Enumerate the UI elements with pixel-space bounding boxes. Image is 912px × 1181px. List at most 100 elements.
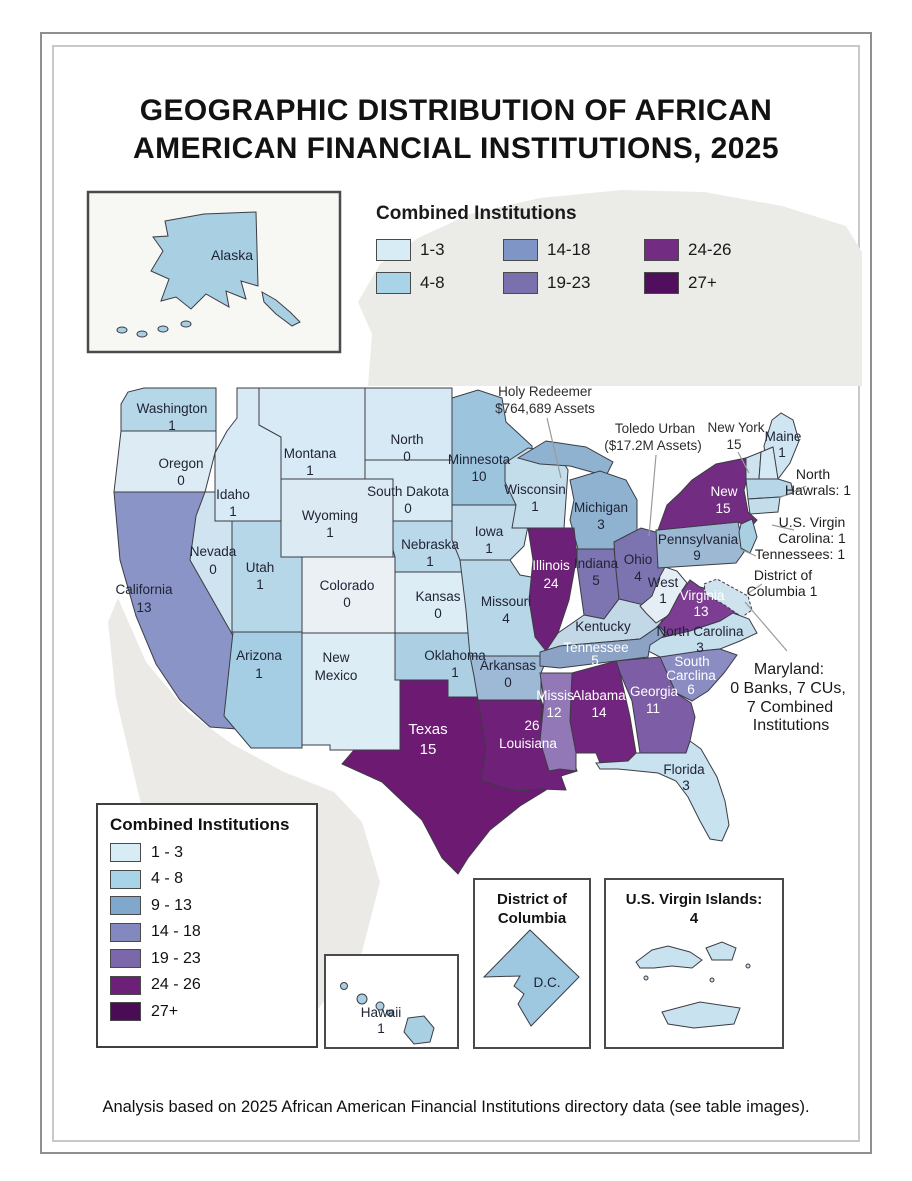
page-border-inner bbox=[52, 45, 860, 1142]
state-maryland-area[interactable] bbox=[703, 578, 753, 618]
state-vermont[interactable] bbox=[745, 451, 762, 480]
annotation-new-york-line2: 15 bbox=[726, 437, 741, 452]
usvi-islet-1 bbox=[643, 975, 649, 981]
state-utah-label: Utah bbox=[246, 560, 275, 575]
state-missouri-value: 4 bbox=[502, 611, 510, 626]
hawaii-big-island[interactable] bbox=[403, 1015, 435, 1045]
state-iowa-label: Iowa bbox=[475, 524, 504, 539]
state-new-mexico[interactable] bbox=[301, 632, 401, 751]
state-utah-value: 1 bbox=[256, 577, 264, 592]
state-nevada-label: Nevada bbox=[190, 544, 237, 559]
source-caption: Analysis based on 2025 African American … bbox=[102, 1098, 810, 1116]
state-north-dakota-label: North bbox=[390, 432, 423, 447]
state-minnesota-value: 10 bbox=[471, 469, 486, 484]
state-tennessee[interactable] bbox=[539, 625, 668, 669]
state-ohio-value: 4 bbox=[634, 569, 642, 584]
legend-item: 24-26 bbox=[644, 233, 784, 266]
annotation-maryland-line2: 0 Banks, 7 CUs, bbox=[730, 680, 846, 697]
legend-swatch bbox=[110, 1002, 141, 1021]
state-california-value: 13 bbox=[136, 600, 151, 615]
legend-item: 14 - 18 bbox=[110, 922, 316, 942]
state-new-york-value: 15 bbox=[715, 501, 730, 516]
state-michigan-label: Michigan bbox=[574, 500, 628, 515]
state-nevada-value: 0 bbox=[209, 562, 217, 577]
aleutian-island-1 bbox=[116, 326, 128, 334]
legend-item-label: 27+ bbox=[688, 272, 717, 292]
aleutian-island-2 bbox=[136, 330, 148, 338]
state-north-dakota-value: 0 bbox=[403, 449, 411, 464]
state-south-carolina-label: South bbox=[674, 654, 709, 669]
state-texas-value: 15 bbox=[420, 741, 437, 758]
background-canada-silhouette bbox=[358, 190, 862, 386]
state-pennsylvania-label: Pennsylvania bbox=[658, 532, 739, 547]
state-alabama-value: 14 bbox=[591, 705, 607, 720]
state-florida-value: 3 bbox=[682, 778, 690, 793]
dc-inset-title-line2: Columbia bbox=[498, 910, 567, 927]
legend-item-label: 19-23 bbox=[547, 272, 591, 292]
state-idaho-value: 1 bbox=[229, 504, 237, 519]
state-nebraska-label: Nebraska bbox=[401, 537, 459, 552]
state-west-virginia-value: 1 bbox=[659, 591, 667, 606]
annotation-holy-redeemer-line2: $764,689 Assets bbox=[495, 401, 595, 416]
state-arkansas-value: 0 bbox=[504, 675, 512, 690]
state-illinois-label: Illinois bbox=[532, 558, 570, 573]
hawaii-island-4 bbox=[386, 1009, 394, 1017]
state-louisiana-label: Louisiana bbox=[499, 736, 557, 751]
legend-top: Combined Institutions 1-3 14-18 24-26 4-… bbox=[376, 203, 796, 299]
state-new-york[interactable] bbox=[657, 457, 758, 531]
state-arizona-value: 1 bbox=[255, 666, 263, 681]
state-georgia-value: 11 bbox=[646, 701, 660, 716]
legend-item-label: 24 - 26 bbox=[151, 976, 201, 993]
leader-new-york bbox=[737, 451, 750, 474]
legend-swatch bbox=[110, 843, 141, 862]
legend-item: 19-23 bbox=[503, 266, 644, 299]
state-mississippi[interactable] bbox=[539, 672, 577, 772]
leader-north-hawrals bbox=[778, 485, 807, 499]
legend-item-label: 14 - 18 bbox=[151, 923, 201, 940]
legend-item: 19 - 23 bbox=[110, 949, 316, 968]
legend-item: 24 - 26 bbox=[110, 975, 316, 995]
state-kansas-label: Kansas bbox=[415, 589, 460, 604]
state-north-carolina-label: North Carolina bbox=[656, 624, 744, 639]
state-west-virginia-label: West bbox=[648, 575, 679, 590]
state-oklahoma-label: Oklahoma bbox=[424, 648, 486, 663]
state-wisconsin-value: 1 bbox=[531, 499, 539, 514]
usvi-st-croix[interactable] bbox=[661, 1001, 741, 1029]
page-title: GEOGRAPHIC DISTRIBUTION OF AFRICAN AMERI… bbox=[76, 92, 836, 168]
state-indiana-value: 5 bbox=[592, 573, 600, 588]
state-ohio-label: Ohio bbox=[624, 552, 653, 567]
alaska-shape[interactable] bbox=[150, 211, 259, 310]
legend-item: 14-18 bbox=[503, 233, 644, 266]
usvi-islet-2 bbox=[709, 977, 715, 983]
usvi-islet-3 bbox=[745, 963, 751, 969]
state-mississippi-label: Missis bbox=[536, 688, 574, 703]
state-alabama-label: Alabama bbox=[572, 688, 626, 703]
annotation-maryland-line4: Institutions bbox=[753, 717, 829, 734]
state-florida[interactable] bbox=[595, 740, 730, 842]
state-maine-label: Maine bbox=[765, 429, 802, 444]
state-arizona-label: Arizona bbox=[236, 648, 282, 663]
legend-item-label: 4 - 8 bbox=[151, 870, 184, 887]
state-connecticut[interactable] bbox=[747, 496, 781, 515]
state-iowa-value: 1 bbox=[485, 541, 493, 556]
state-south-dakota-value: 0 bbox=[404, 501, 412, 516]
state-texas-label: Texas bbox=[408, 721, 447, 738]
legend-swatch bbox=[110, 869, 141, 889]
hawaii-value: 1 bbox=[377, 1021, 385, 1036]
usvi-st-john[interactable] bbox=[705, 941, 737, 961]
state-wyoming-label: Wyoming bbox=[302, 508, 358, 523]
legend-swatch bbox=[110, 896, 141, 915]
annotation-tennessees: Tennessees: 1 bbox=[755, 546, 845, 562]
hawaii-island-3 bbox=[375, 1001, 385, 1011]
dc-shape[interactable] bbox=[482, 929, 580, 1027]
state-louisiana-value: 26 bbox=[524, 718, 539, 733]
legend-swatch bbox=[376, 271, 411, 294]
state-kansas-value: 0 bbox=[434, 606, 442, 621]
state-west-virginia[interactable] bbox=[639, 566, 688, 624]
annotation-north-hawrals-line2: Hawrals: 1 bbox=[785, 482, 851, 498]
state-arizona[interactable] bbox=[223, 631, 303, 749]
state-california-label: California bbox=[115, 582, 173, 597]
usvi-st-thomas[interactable] bbox=[635, 945, 703, 969]
legend-swatch bbox=[644, 271, 679, 294]
state-virginia-label: Virginia bbox=[680, 588, 725, 603]
